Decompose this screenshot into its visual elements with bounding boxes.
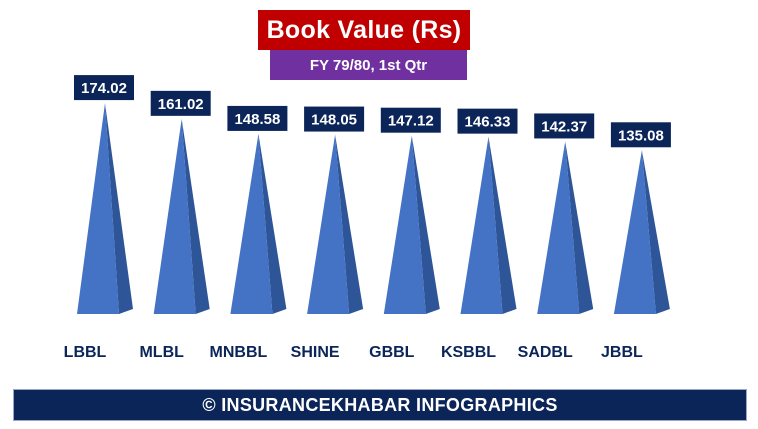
value-label-box — [380, 107, 441, 133]
pyramid-bar-jbbl: 135.08 JBBL — [601, 122, 671, 361]
category-label: SADBL — [518, 344, 573, 361]
category-label: MLBL — [139, 344, 184, 361]
value-label: 161.02 — [158, 96, 204, 113]
pyramid-bar-mnbbl: 148.58 MNBBL — [210, 105, 288, 361]
category-label: GBBL — [369, 344, 415, 361]
value-label: 148.05 — [311, 112, 357, 129]
pyramid-front-face — [153, 118, 196, 315]
pyramid-side-face — [181, 118, 210, 315]
value-label: 142.37 — [541, 118, 587, 135]
pyramid-bar-mlbl: 161.02 MLBL — [139, 90, 211, 361]
pyramid-side-face — [411, 135, 440, 314]
pyramid-bar-chart: 174.02 LBBL 161.02 MLBL 148.58 MNBBL 148.05 SHI… — [64, 75, 671, 361]
category-label: JBBL — [601, 344, 643, 361]
value-label-box — [150, 90, 211, 116]
pyramid-front-face — [537, 141, 580, 314]
pyramid-side-face — [335, 134, 364, 314]
value-label-box — [534, 113, 595, 139]
category-label: SHINE — [291, 344, 340, 361]
pyramid-bar-lbbl: 174.02 LBBL — [64, 75, 134, 361]
value-label: 146.33 — [465, 114, 511, 131]
pyramid-side-face — [488, 136, 517, 314]
pyramid-bar-ksbbl: 146.33 KSBBL — [441, 108, 518, 361]
pyramid-front-face — [307, 134, 350, 314]
pyramid-front-face — [613, 150, 656, 314]
pyramid-side-face — [641, 150, 670, 314]
pyramid-bar-sadbl: 142.37 SADBL — [518, 113, 595, 361]
value-label-box — [74, 75, 134, 101]
pyramid-front-face — [460, 136, 503, 314]
category-label: KSBBL — [441, 344, 496, 361]
chart-title: Book Value (Rs) — [258, 10, 470, 50]
value-label-box — [304, 106, 365, 132]
value-label: 147.12 — [388, 113, 434, 130]
pyramid-side-face — [565, 141, 594, 314]
value-label: 148.58 — [234, 111, 280, 128]
pyramid-bar-shine: 148.05 SHINE — [291, 106, 365, 361]
pyramid-front-face — [383, 135, 426, 314]
pyramid-front-face — [77, 103, 119, 314]
category-label: LBBL — [64, 344, 107, 361]
footer-credit: © INSURANCEKHABAR INFOGRAPHICS — [13, 389, 747, 421]
pyramid-front-face — [230, 133, 273, 314]
value-label: 135.08 — [618, 127, 664, 144]
pyramid-side-face — [105, 103, 133, 314]
value-label-box — [457, 108, 518, 134]
pyramid-bar-gbbl: 147.12 GBBL — [369, 107, 441, 361]
value-label-box — [227, 105, 288, 131]
value-label-box — [610, 122, 671, 148]
chart-subtitle: FY 79/80, 1st Qtr — [270, 50, 467, 80]
pyramid-side-face — [258, 133, 287, 314]
value-label: 174.02 — [81, 80, 127, 97]
category-label: MNBBL — [210, 344, 268, 361]
